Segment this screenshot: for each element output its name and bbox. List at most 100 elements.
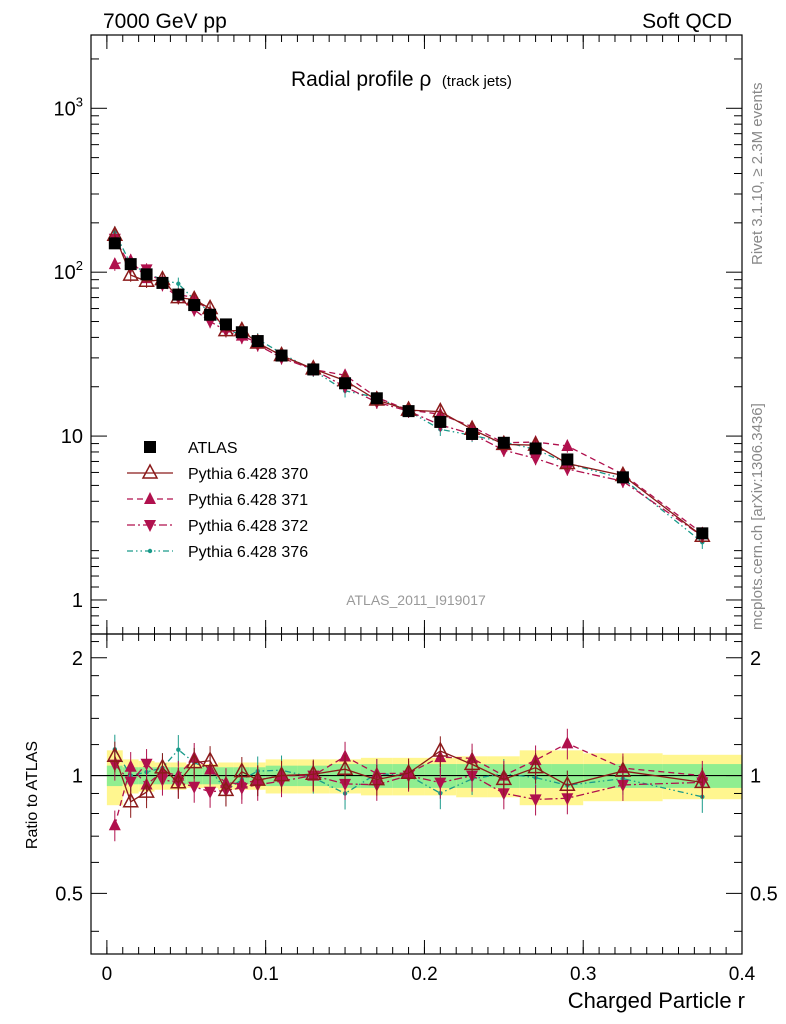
x-tick-label: 0	[102, 964, 113, 985]
ratio-data-point	[217, 780, 235, 797]
legend-label: Pythia 6.428 371	[188, 492, 308, 509]
legend-entry: Pythia 6.428 371	[127, 492, 308, 509]
ratio-data-point	[527, 758, 544, 774]
data-point	[402, 405, 415, 418]
x-tick-label: 0.1	[252, 964, 278, 985]
data-point	[275, 349, 288, 362]
main-plot-series	[106, 225, 711, 549]
ratio-data-point	[124, 776, 137, 789]
y-tick-label: 102	[54, 258, 83, 284]
data-point	[108, 257, 121, 270]
axes: 0 0.1 0.2 0.3 0.4 1 10 102 103 0.5 0.5 1 1 2 2	[54, 35, 778, 985]
data-point	[176, 281, 181, 286]
data-point	[434, 415, 447, 428]
ratio-data-point	[204, 786, 217, 799]
ratio-data-point	[122, 792, 139, 808]
ratio-data-point	[154, 758, 171, 774]
data-point	[219, 318, 232, 331]
ratio-data-point	[233, 762, 251, 778]
data-point	[370, 392, 383, 405]
ratio-series-line	[114, 748, 703, 798]
ratio-data-point	[559, 775, 576, 792]
legend-marker	[144, 441, 156, 453]
side-label-rivet: Rivet 3.1.10, ≥ 2.3M events	[749, 83, 766, 266]
x-tick-label: 0.3	[570, 964, 596, 985]
legend-marker	[144, 492, 156, 504]
data-point	[561, 438, 574, 451]
data-point	[108, 237, 121, 250]
legend-entry: Pythia 6.428 372	[127, 518, 308, 535]
ratio-y-tick-label-right: 0.5	[750, 883, 778, 905]
legend-label: Pythia 6.428 376	[188, 544, 308, 561]
data-point	[140, 268, 153, 281]
ratio-plot-series	[106, 728, 711, 842]
ratio-data-point	[124, 759, 137, 772]
ratio-series-line	[114, 762, 703, 801]
x-tick-label: 0.2	[411, 964, 437, 985]
data-point	[307, 363, 320, 376]
data-point	[204, 308, 217, 321]
data-point	[529, 442, 542, 455]
legend-label: Pythia 6.428 370	[188, 466, 308, 483]
ratio-data-point	[368, 770, 386, 786]
data-point	[156, 276, 169, 289]
data-point	[529, 453, 542, 466]
ratio-data-point	[336, 759, 354, 775]
ratio-y-tick-label-left: 1	[72, 766, 83, 788]
ratio-y-axis-label: Ratio to ATLAS	[24, 741, 41, 849]
y-tick-label: 1	[72, 590, 83, 612]
ratio-data-point	[434, 777, 447, 790]
analysis-tag: ATLAS_2011_I919017	[346, 592, 486, 608]
data-point	[696, 527, 709, 540]
legend-label: Pythia 6.428 372	[188, 518, 308, 535]
ratio-data-point	[463, 754, 481, 771]
series-line	[114, 232, 703, 543]
header-energy: 7000 GeV pp	[103, 10, 227, 33]
ratio-data-point	[273, 765, 290, 782]
ratio-data-point	[176, 747, 181, 752]
legend-marker	[141, 463, 159, 479]
ratio-data-point	[694, 772, 711, 789]
ratio-data-point	[561, 736, 574, 749]
legend-entry: ATLAS	[144, 440, 238, 457]
data-point	[616, 471, 629, 484]
ratio-y-tick-label-right: 1	[750, 766, 761, 788]
data-point	[188, 299, 201, 312]
header-category: Soft QCD	[642, 10, 732, 33]
ratio-data-point	[495, 769, 513, 786]
x-axis-label: Charged Particle r	[568, 988, 745, 1013]
ratio-data-point	[108, 818, 121, 831]
ratio-data-point	[188, 781, 201, 794]
ratio-y-tick-label-left: 2	[72, 648, 83, 670]
ratio-data-point	[614, 761, 632, 777]
legend-label: ATLAS	[188, 440, 238, 457]
ratio-data-point	[432, 741, 449, 757]
chart-title: Radial profile ρ (track jets)	[291, 68, 512, 91]
legend: ATLAS Pythia 6.428 370 Pythia 6.428 371 Pyt…	[127, 440, 308, 561]
data-point	[172, 288, 185, 301]
ratio-series-line	[114, 742, 703, 826]
legend-marker	[147, 548, 153, 554]
y-tick-label: 10	[61, 426, 83, 448]
x-tick-label: 0.4	[729, 964, 756, 985]
ratio-data-point	[529, 794, 542, 807]
ratio-series-line	[114, 750, 703, 803]
ratio-data-point	[106, 746, 124, 763]
ratio-series-pythia-370	[106, 736, 711, 818]
series-line	[114, 238, 703, 537]
ratio-data-point	[201, 751, 219, 767]
ratio-y-tick-label-left: 0.5	[55, 883, 83, 905]
ratio-data-point	[305, 764, 322, 780]
y-tick-label: 103	[54, 94, 83, 120]
ratio-uncertainty-bands	[91, 750, 742, 806]
ratio-plot-frame	[90, 633, 743, 955]
ratio-data-point	[185, 753, 203, 769]
ratio-data-point	[170, 773, 187, 789]
legend-entry: Pythia 6.428 370	[127, 463, 308, 483]
ratio-data-point	[140, 758, 153, 771]
ratio-data-point	[138, 782, 155, 798]
data-point	[339, 377, 352, 390]
data-point	[466, 427, 479, 440]
ratio-y-tick-label-right: 2	[750, 648, 761, 670]
